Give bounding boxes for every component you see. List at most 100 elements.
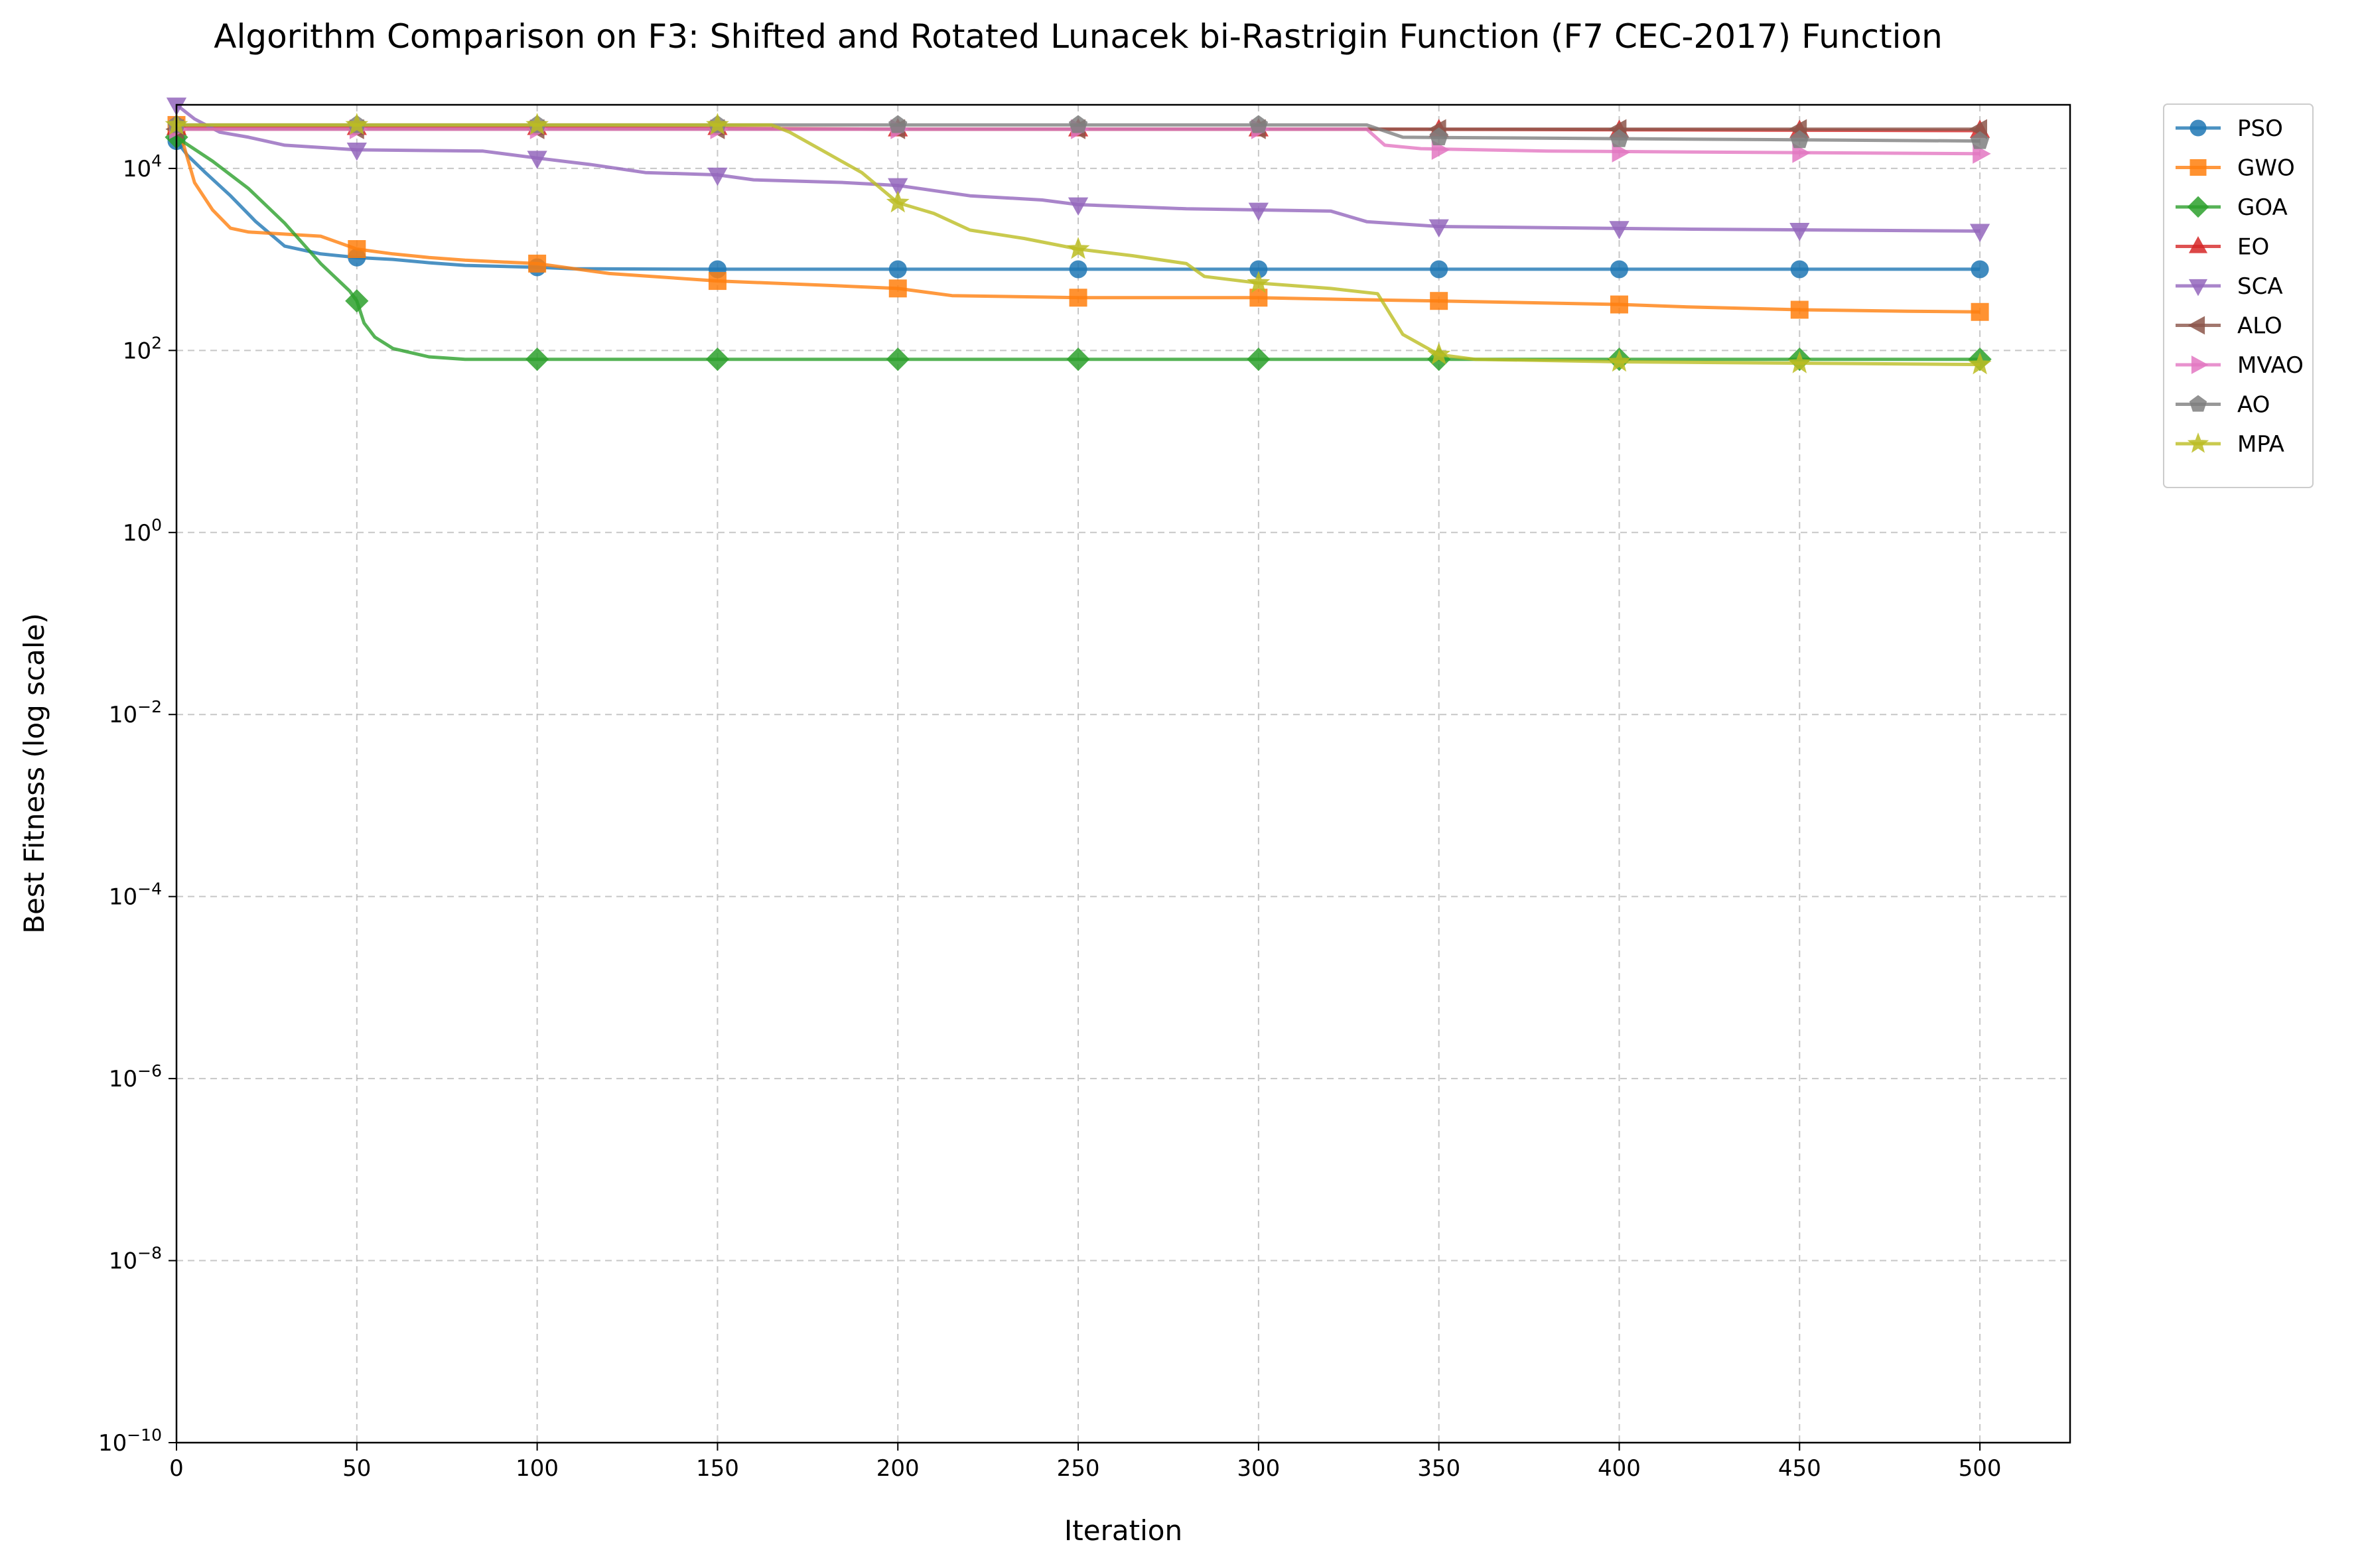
series-marker: [705, 348, 730, 371]
y-tick-base: 10: [109, 702, 137, 728]
series-marker: [1430, 292, 1448, 310]
y-tick-exponent: −2: [137, 697, 162, 716]
legend-label: ALO: [2237, 313, 2282, 340]
y-tick-label: 104: [123, 151, 162, 182]
series-marker: [1970, 131, 1990, 149]
series-marker: [1610, 295, 1628, 314]
legend-label: MPA: [2237, 431, 2284, 458]
y-tick-label: 10−8: [109, 1244, 162, 1275]
legend-item-mpa: MPA: [2176, 431, 2284, 458]
series-marker: [708, 272, 727, 291]
series-marker: [707, 167, 728, 186]
x-axis-label: Iteration: [1064, 1514, 1182, 1547]
legend: PSO GWO GOA EO SCA ALO MVAO AO MPA: [2163, 103, 2314, 488]
series-sca: [166, 98, 1990, 242]
series-marker: [1610, 260, 1628, 279]
series-marker: [1787, 351, 1811, 373]
legend-label: AO: [2237, 392, 2270, 419]
series-marker: [1608, 350, 1631, 372]
y-tick-label: 102: [123, 333, 162, 364]
series-marker: [888, 279, 907, 298]
series-marker: [888, 115, 908, 133]
series-marker: [525, 113, 549, 135]
series-marker: [1609, 221, 1630, 239]
series-marker: [348, 239, 366, 258]
series-marker: [345, 113, 369, 135]
legend-marker: [2187, 432, 2209, 453]
y-tick-exponent: 0: [151, 515, 162, 535]
x-tick-label: 450: [1778, 1455, 1821, 1482]
series-marker: [1247, 271, 1271, 293]
legend-label: GOA: [2237, 194, 2288, 221]
y-tick-base: 10: [123, 338, 151, 364]
legend-marker: [2191, 355, 2209, 375]
legend-item-alo: ALO: [2176, 313, 2282, 340]
series-marker: [1792, 143, 1811, 163]
series-marker: [1969, 224, 1990, 242]
series-marker: [1790, 130, 1809, 149]
y-tick-base: 10: [98, 1430, 127, 1457]
series-marker: [525, 348, 549, 371]
legend-item-eo: EO: [2176, 234, 2269, 261]
legend-marker: [2187, 196, 2209, 218]
x-tick-label: 300: [1237, 1455, 1280, 1482]
legend-item-mvao: MVAO: [2176, 352, 2304, 379]
y-tick-base: 10: [123, 520, 151, 547]
series-marker: [1971, 302, 1989, 321]
x-tick-label: 100: [516, 1455, 559, 1482]
x-tick-label: 400: [1598, 1455, 1641, 1482]
series-marker: [888, 178, 908, 197]
series-marker: [1427, 342, 1451, 365]
legend-marker: [2188, 279, 2208, 296]
series-marker: [886, 348, 910, 371]
series-marker: [1428, 219, 1449, 238]
y-tick-label: 100: [123, 515, 162, 547]
series-marker: [1069, 289, 1087, 307]
series-line: [176, 123, 1981, 367]
x-tick-label: 350: [1417, 1455, 1460, 1482]
x-axis-ticks: 0 50 100 150 200 250 300 350 400 450 500: [169, 1443, 2002, 1482]
series-marker: [528, 254, 547, 273]
series-marker: [527, 151, 547, 169]
series-marker: [1069, 260, 1087, 279]
y-tick-label: 10−6: [109, 1061, 162, 1092]
y-tick-exponent: −10: [127, 1425, 162, 1445]
series-marker: [888, 260, 907, 279]
legend-label: GWO: [2237, 155, 2295, 182]
series-marker: [1068, 197, 1089, 216]
legend-marker: [2190, 119, 2207, 137]
series-line: [175, 103, 1981, 233]
y-tick-exponent: 2: [151, 333, 162, 352]
series-marker: [1971, 260, 1989, 279]
series-marker: [1429, 127, 1448, 145]
legend-item-pso: PSO: [2176, 115, 2283, 142]
legend-item-ao: AO: [2176, 392, 2270, 419]
y-tick-label: 10−2: [109, 697, 162, 728]
series-marker: [1068, 115, 1088, 133]
plot-frame: [175, 103, 2071, 1444]
series-marker: [1789, 223, 1810, 241]
legend-item-sca: SCA: [2176, 273, 2283, 300]
y-tick-exponent: −4: [137, 880, 162, 899]
x-tick-label: 150: [696, 1455, 739, 1482]
series-marker: [706, 113, 729, 135]
series-marker: [1612, 142, 1631, 163]
series-marker: [886, 190, 910, 213]
y-tick-exponent: −6: [137, 1061, 162, 1080]
legend-marker: [2188, 316, 2205, 335]
y-tick-label: 10−4: [109, 880, 162, 911]
x-tick-label: 500: [1959, 1455, 2002, 1482]
series-marker: [346, 143, 367, 161]
x-tick-label: 250: [1057, 1455, 1100, 1482]
y-tick-label: 10−10: [98, 1425, 162, 1457]
x-tick-label: 50: [342, 1455, 371, 1482]
x-tick-label: 200: [876, 1455, 920, 1482]
series-line: [174, 124, 1981, 314]
legend-label: PSO: [2237, 115, 2283, 142]
series-marker: [1248, 202, 1269, 222]
y-tick-base: 10: [109, 884, 137, 911]
y-tick-exponent: −8: [137, 1244, 162, 1263]
series-marker: [1790, 260, 1809, 279]
series-marker: [1610, 129, 1629, 147]
